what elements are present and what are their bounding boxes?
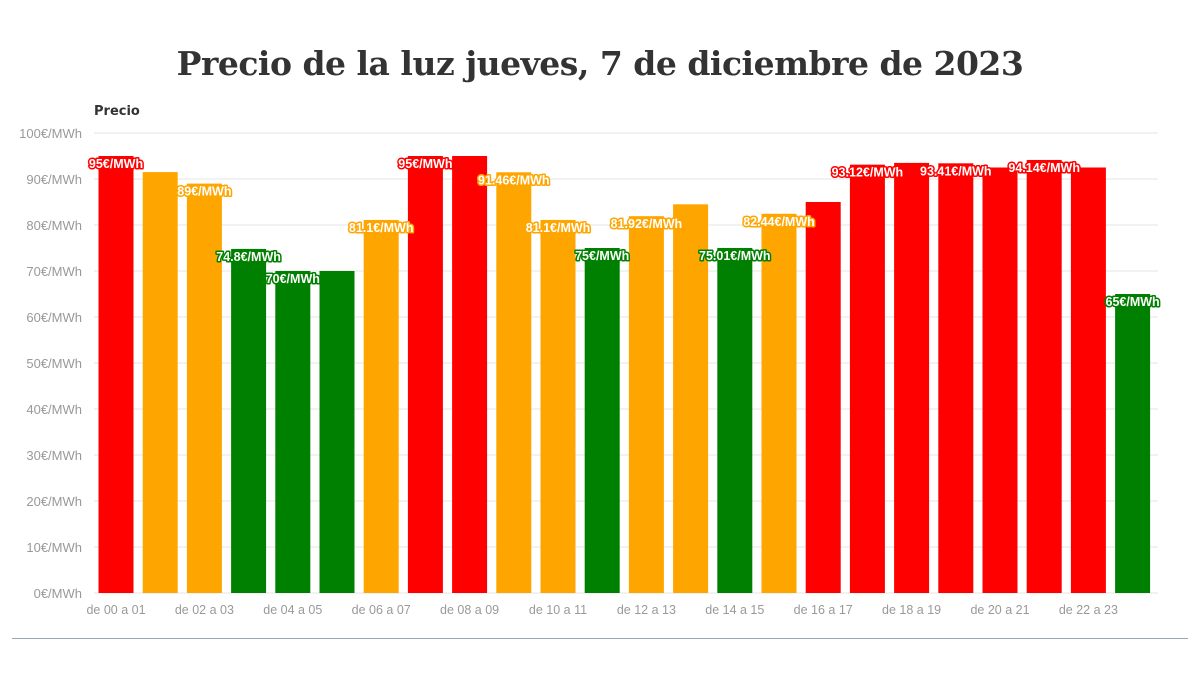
- bar: [761, 213, 797, 593]
- y-tick-label: 50€/MWh: [26, 356, 82, 371]
- x-tick-label: de 12 a 13: [617, 603, 676, 617]
- bar: [540, 219, 576, 593]
- bar: [628, 216, 664, 593]
- data-label: 94.14€/MWh: [1008, 161, 1080, 175]
- bar: [407, 156, 443, 593]
- bar: [319, 271, 355, 593]
- y-axis-ticks: 0€/MWh 10€/MWh 20€/MWh 30€/MWh 40€/MWh 50€/MW…: [19, 126, 82, 601]
- y-tick-label: 80€/MWh: [26, 218, 82, 233]
- x-tick-label: de 16 a 17: [794, 603, 853, 617]
- data-label: 81.1€/MWh: [349, 221, 414, 235]
- y-tick-label: 70€/MWh: [26, 264, 82, 279]
- x-tick-label: de 20 a 21: [970, 603, 1029, 617]
- bar: [98, 156, 134, 593]
- y-tick-label: 90€/MWh: [26, 172, 82, 187]
- data-label: 95€/MWh: [398, 157, 452, 171]
- y-tick-label: 0€/MWh: [34, 586, 82, 601]
- bar: [275, 271, 311, 593]
- bar: [717, 247, 753, 594]
- data-label: 81.92€/MWh: [611, 217, 683, 231]
- bar: [805, 202, 841, 593]
- x-tick-label: de 00 a 01: [86, 603, 145, 617]
- x-tick-label: de 22 a 23: [1059, 603, 1118, 617]
- data-label: 82.44€/MWh: [743, 215, 815, 229]
- y-axis-title: Precio: [94, 104, 140, 119]
- data-label: 95€/MWh: [89, 157, 143, 171]
- x-tick-label: de 14 a 15: [705, 603, 764, 617]
- x-tick-label: de 18 a 19: [882, 603, 941, 617]
- bar: [849, 164, 885, 593]
- x-tick-label: de 10 a 11: [529, 603, 587, 617]
- data-label: 74.8€/MWh: [216, 250, 281, 264]
- chart-title: Precio de la luz jueves, 7 de diciembre …: [176, 44, 1024, 83]
- data-label: 93.12€/MWh: [832, 166, 904, 180]
- data-label: 65€/MWh: [1106, 295, 1160, 309]
- data-label: 70€/MWh: [266, 272, 320, 286]
- y-tick-label: 20€/MWh: [26, 494, 82, 509]
- bars: [98, 156, 1151, 594]
- data-label: 91.46€/MWh: [478, 173, 550, 187]
- y-tick-label: 40€/MWh: [26, 402, 82, 417]
- bar: [452, 156, 488, 593]
- bar: [584, 248, 620, 593]
- bar: [496, 172, 532, 593]
- x-tick-label: de 06 a 07: [352, 603, 411, 617]
- data-label: 81.1€/MWh: [526, 221, 591, 235]
- data-label: 93.41€/MWh: [920, 164, 992, 178]
- x-axis-ticks: de 00 a 01 de 02 a 03 de 04 a 05 de 06 a 07…: [86, 603, 1118, 617]
- bar: [186, 183, 222, 593]
- bottom-divider: [12, 638, 1188, 639]
- grid-lines: [94, 132, 1158, 594]
- x-tick-label: de 02 a 03: [175, 603, 234, 617]
- bar: [1070, 167, 1106, 593]
- y-tick-label: 60€/MWh: [26, 310, 82, 325]
- bar: [231, 248, 267, 594]
- y-tick-label: 10€/MWh: [26, 540, 82, 555]
- data-label: 75€/MWh: [575, 249, 629, 263]
- data-label: 89€/MWh: [177, 185, 231, 199]
- data-label: 75.01€/MWh: [699, 249, 771, 263]
- bar: [673, 204, 709, 594]
- x-tick-label: de 04 a 05: [263, 603, 322, 617]
- bar: [1026, 159, 1062, 593]
- bar: [1115, 294, 1151, 593]
- bar: [938, 163, 974, 593]
- y-tick-label: 30€/MWh: [26, 448, 82, 463]
- data-labels: 95€/MWh 89€/MWh 74.8€/MWh 70€/MWh 81.1€/MWh 9…: [87, 156, 1161, 311]
- bar: [142, 172, 178, 593]
- bar: [894, 162, 930, 593]
- y-tick-label: 100€/MWh: [19, 126, 82, 141]
- bar: [363, 219, 399, 593]
- bar: [982, 167, 1018, 593]
- x-tick-label: de 08 a 09: [440, 603, 499, 617]
